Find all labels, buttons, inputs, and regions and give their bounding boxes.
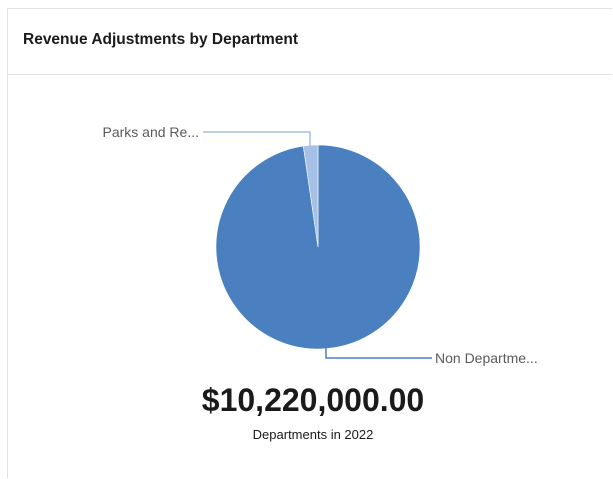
total-caption: Departments in 2022	[252, 427, 374, 442]
slice-label-non-departmental: Non Departme...	[435, 350, 538, 366]
slice-label-parks: Parks and Re...	[103, 124, 200, 140]
total-amount: $10,220,000.00	[201, 382, 425, 418]
leader-line-parks	[203, 131, 311, 146]
card-title: Revenue Adjustments by Department	[23, 31, 299, 48]
card-header: Revenue Adjustments by Department	[8, 9, 612, 75]
leader-line-non-departmental	[325, 347, 432, 359]
